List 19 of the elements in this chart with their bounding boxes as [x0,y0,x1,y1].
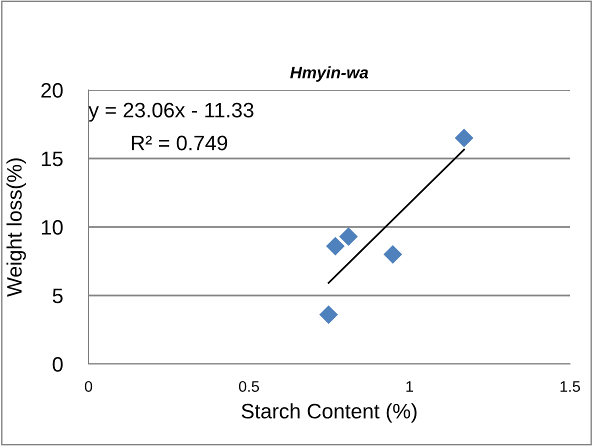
x-tick-label: 0.5 [238,381,259,392]
annotation: R² = 0.749 [132,136,228,150]
point [319,305,338,324]
point [383,245,402,264]
y-tick-label: 5 [52,288,63,304]
y-tick-label: 0 [52,357,63,372]
point [339,227,358,246]
x-tick-label: 1 [406,381,414,392]
y-tick-label: 10 [42,220,63,235]
chart-title: Hmyin-wa [290,66,368,82]
annotation: y = 23.06x - 11.33 [88,102,254,122]
point [454,128,474,148]
x-axis-title: Starch Content (%) [242,403,417,423]
y-axis-title: Weight loss(%) [6,158,26,297]
y-tick-label: 15 [42,152,63,166]
y-tick-label: 20 [41,83,63,98]
x-tick-label: 1.5 [560,381,580,392]
point [326,236,345,256]
x-tick-label: 0 [84,381,92,392]
